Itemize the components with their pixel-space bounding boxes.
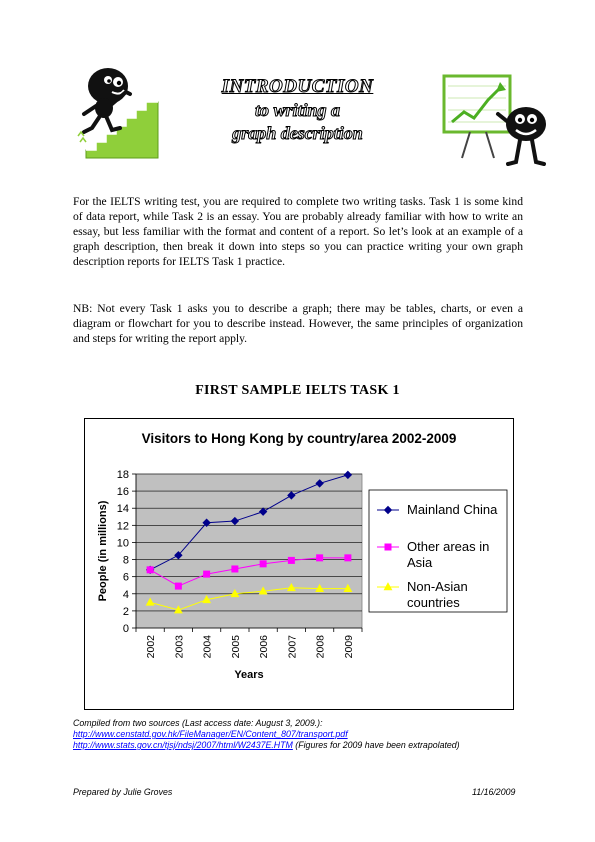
data-point (287, 556, 295, 564)
x-tick-label: 2004 (202, 635, 214, 659)
data-point (287, 491, 296, 500)
data-point (343, 583, 353, 592)
data-point (315, 479, 324, 488)
title-block: INTRODUCTION to writing a graph descript… (190, 76, 405, 144)
legend-label: Other areas in (407, 539, 489, 554)
y-tick-label: 18 (117, 469, 129, 481)
title-line-1: INTRODUCTION (221, 76, 374, 98)
legend-label: countries (407, 595, 460, 610)
data-point (203, 570, 211, 578)
y-tick-label: 16 (117, 486, 129, 498)
stair-climber-illustration (77, 68, 159, 159)
data-point (146, 566, 154, 574)
title-line-2: to writing a (254, 100, 341, 121)
data-point (230, 516, 240, 526)
y-tick-label: 4 (123, 589, 129, 601)
y-axis-ticks: 0 2 4 6 8 10 12 14 16 18 (117, 469, 137, 635)
data-point (173, 605, 183, 614)
x-tick-label: 2008 (315, 635, 327, 659)
y-tick-label: 6 (123, 572, 129, 584)
y-tick-label: 2 (123, 606, 129, 618)
series-line (149, 587, 348, 611)
legend-marker (384, 543, 392, 551)
y-tick-label: 12 (117, 520, 129, 532)
y-tick-label: 8 (123, 555, 129, 567)
graph-character-illustration (442, 74, 546, 166)
graph-board (442, 74, 512, 159)
title-line-3: graph description (232, 123, 364, 144)
legend-marker (383, 582, 393, 591)
chart-frame: Visitors to Hong Kong by country/area 20… (84, 418, 514, 710)
source-link-2-note: (Figures for 2009 have been extrapolated… (292, 740, 460, 750)
series-3 (145, 582, 353, 614)
footer-author: Prepared by Julie Groves (73, 787, 173, 797)
x-axis-label: Years (234, 669, 263, 681)
gridlines (136, 473, 362, 612)
series-line (149, 474, 349, 571)
sources-block: Compiled from two sources (Last access d… (73, 718, 543, 751)
y-tick-label: 14 (117, 503, 129, 515)
x-tick-label: 2009 (343, 635, 355, 659)
x-axis-ticks: 2002 2003 2004 2005 2006 2007 2008 2009 (135, 627, 363, 659)
presenter-character (496, 107, 546, 166)
x-tick-label: 2002 (145, 635, 157, 659)
line-chart: Visitors to Hong Kong by country/area 20… (97, 431, 508, 681)
data-point (286, 582, 296, 592)
x-tick-label: 2003 (173, 635, 185, 659)
legend-label: Mainland China (407, 502, 498, 517)
data-point (230, 588, 240, 598)
footer-date: 11/16/2009 (472, 787, 516, 797)
x-tick-label: 2007 (286, 635, 298, 659)
data-point (231, 565, 239, 573)
data-point (258, 507, 268, 516)
y-axis-label: People (in millions) (97, 500, 109, 601)
plot-area (135, 473, 363, 629)
data-point (259, 560, 267, 568)
data-point (202, 518, 211, 527)
data-point (343, 470, 353, 480)
data-point (315, 583, 325, 592)
legend-label: Asia (407, 555, 433, 570)
section-heading: FIRST SAMPLE IELTS TASK 1 (195, 383, 400, 398)
data-point (202, 594, 212, 604)
x-tick-label: 2005 (230, 635, 242, 659)
data-point (344, 554, 352, 562)
series-2 (146, 554, 352, 590)
y-tick-label: 0 (123, 623, 129, 635)
source-link-2[interactable]: http://www.stats.gov.cn/tjsj/ndsj/2007/h… (73, 740, 293, 750)
y-tick-label: 10 (117, 537, 129, 549)
intro-paragraph-2: NB: Not every Task 1 asks you to describ… (73, 302, 523, 345)
x-tick-label: 2006 (258, 635, 270, 659)
legend-marker (383, 505, 393, 515)
legend-label: Non-Asian (407, 579, 468, 594)
data-point (174, 582, 182, 590)
data-point (258, 586, 268, 595)
source-link-1[interactable]: http://www.censtatd.gov.hk/FileManager/E… (73, 729, 348, 739)
climber-character (77, 68, 132, 143)
data-point (145, 597, 155, 606)
intro-paragraph-1: For the IELTS writing test, you are requ… (73, 195, 523, 268)
stairs-shape (85, 101, 159, 159)
chart-title: Visitors to Hong Kong by country/area 20… (142, 431, 457, 446)
series-line (149, 557, 348, 587)
series-group (145, 470, 353, 614)
data-point (174, 551, 183, 560)
sources-caption: Compiled from two sources (Last access d… (73, 718, 323, 728)
data-point (316, 554, 324, 562)
